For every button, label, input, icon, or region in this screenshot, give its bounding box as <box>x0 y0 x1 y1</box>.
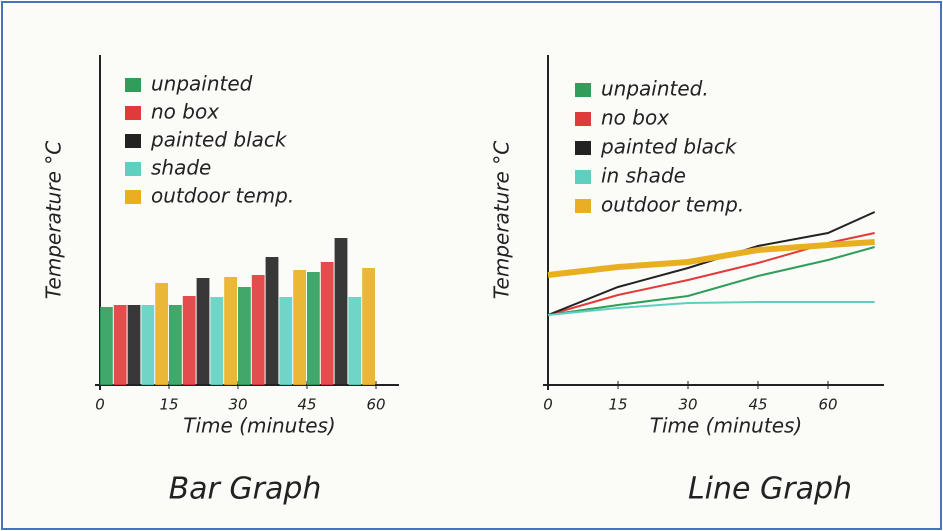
legend-label: outdoor temp. <box>151 184 294 208</box>
legend-label: in shade <box>601 164 686 188</box>
bar <box>141 305 154 385</box>
bar <box>114 305 127 385</box>
chart-title: Bar Graph <box>169 472 322 507</box>
legend-swatch <box>125 78 141 92</box>
x-tick-label: 0 <box>543 396 553 414</box>
x-tick-label: 15 <box>608 396 627 414</box>
bar <box>252 275 265 385</box>
x-axis-label: Time (minutes) <box>650 414 802 438</box>
bar <box>197 278 210 385</box>
legend-swatch <box>575 170 591 184</box>
x-tick-label: 45 <box>748 396 767 414</box>
legend-swatch <box>125 190 141 204</box>
x-tick-label: 30 <box>678 396 697 414</box>
legend-swatch <box>575 199 591 213</box>
bar <box>266 257 279 385</box>
page: 0 15 30 45 60 Time (minutes) Temperature °C Bar… <box>0 0 943 531</box>
bar <box>210 297 223 385</box>
y-axis-label: Temperature °C <box>490 141 514 299</box>
legend-swatch <box>575 141 591 155</box>
x-tick-label: 15 <box>159 396 178 414</box>
bar <box>321 262 334 385</box>
x-axis-label: Time (minutes) <box>183 414 335 438</box>
legend-label: no box <box>151 100 219 124</box>
x-tick-label: 0 <box>95 396 105 414</box>
bar <box>293 270 306 385</box>
bar <box>348 297 361 385</box>
legend-swatch <box>575 112 591 126</box>
legend-label: painted black <box>600 135 738 159</box>
x-tick-label: 30 <box>228 396 247 414</box>
legend-label: painted black <box>150 128 288 152</box>
legend-swatch <box>125 134 141 148</box>
bar <box>362 268 375 385</box>
charts: 0 15 30 45 60 Time (minutes) Temperature °C Bar… <box>0 0 943 531</box>
x-tick-label: 45 <box>297 396 316 414</box>
bar <box>224 277 237 385</box>
bar <box>238 287 251 385</box>
bar <box>279 297 292 385</box>
y-axis-label: Temperature °C <box>42 141 66 299</box>
bar <box>335 238 348 385</box>
bar <box>169 305 182 385</box>
bar <box>128 305 141 385</box>
chart-title: Line Graph <box>688 472 852 507</box>
x-tick-label: 60 <box>818 396 837 414</box>
legend-label: unpainted <box>151 72 253 96</box>
bar <box>183 296 196 385</box>
legend-label: no box <box>601 106 669 130</box>
legend-swatch <box>125 106 141 120</box>
legend-label: unpainted. <box>601 77 709 101</box>
bar <box>307 272 320 385</box>
legend-swatch <box>575 83 591 97</box>
legend-swatch <box>125 162 141 176</box>
bar <box>100 307 113 385</box>
bar <box>155 283 168 385</box>
legend-label: outdoor temp. <box>601 193 744 217</box>
x-tick-label: 60 <box>366 396 385 414</box>
legend-label: shade <box>151 156 211 180</box>
